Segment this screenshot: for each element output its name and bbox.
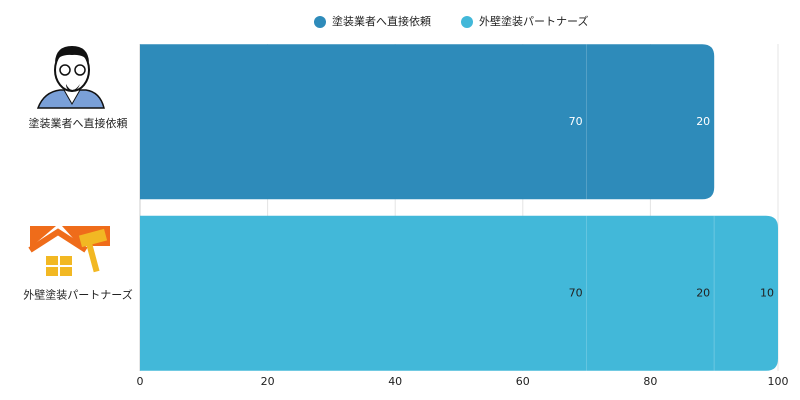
value-label: 70: [569, 286, 583, 299]
x-tick-label: 0: [137, 375, 144, 388]
x-tick-label: 40: [388, 375, 402, 388]
bar-segment: [714, 215, 778, 371]
y-category-label: 塗装業者へ直接依頼: [29, 116, 128, 130]
x-tick-label: 100: [768, 375, 789, 388]
x-tick-label: 20: [261, 375, 275, 388]
value-label: 20: [696, 286, 710, 299]
bar-segment: [586, 44, 715, 200]
x-tick-label: 60: [516, 375, 530, 388]
legend-label: 塗装業者へ直接依頼: [332, 14, 431, 28]
legend-marker: [461, 16, 473, 28]
x-tick-label: 80: [643, 375, 657, 388]
y-category-label: 外壁塗装パートナーズ: [23, 287, 132, 301]
bar-segment: [586, 215, 715, 371]
value-label: 70: [569, 115, 583, 128]
value-label: 10: [760, 286, 774, 299]
legend-marker: [314, 16, 326, 28]
legend-label: 外壁塗装パートナーズ: [479, 14, 588, 28]
bar-segment: [140, 44, 587, 200]
person-icon: [36, 46, 105, 109]
bar-segment: [140, 215, 587, 371]
house-icon: [28, 226, 110, 276]
value-label: 20: [696, 115, 710, 128]
